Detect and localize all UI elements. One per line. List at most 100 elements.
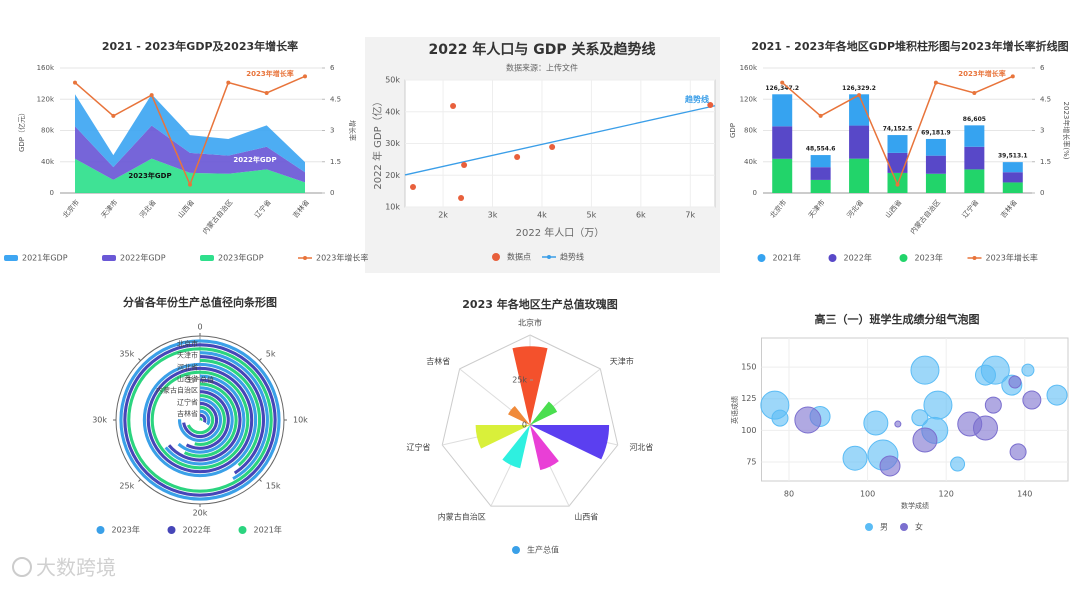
radial-bar [123,343,277,497]
angle-tick-label: 0 [197,323,202,332]
radial-bar [199,355,265,475]
bar-segment [964,125,985,147]
legend-dot [899,254,908,262]
radial-axis-label: 生产总值 [186,375,214,384]
chart-title: 2021 - 2023年GDP及2023年增长率 [102,39,298,53]
angle-tick-label: 5k [266,350,276,359]
y2-tick-label: 1.5 [330,158,341,166]
area [75,158,305,193]
angle-tick-label: 25k [119,481,134,490]
legend-label: 2022年GDP [120,253,166,263]
x-tick-label: 内蒙古自治区 [908,198,942,236]
legend-dot [303,256,307,260]
x-tick-label: 天津市 [99,198,119,220]
x-tick-label: 5k [587,211,597,220]
category-label: 天津市 [177,351,198,360]
y-tick-label: 80k [41,127,55,135]
bar-segment [849,158,870,193]
y-tick-label: 120k [37,95,55,103]
growth-marker [780,80,785,85]
point [410,183,417,190]
bubble [912,427,938,453]
radial-tick-label: 25k [512,376,527,385]
bar-segment [925,138,946,156]
total-label: 48,554.6 [806,146,836,153]
category-label: 河北省 [177,362,198,371]
bar-segment [810,155,831,168]
bar-segment [849,125,870,159]
x-tick-label: 河北省 [137,198,157,220]
annotation: 2023年增长率 [958,69,1005,78]
chart-title: 2023 年各地区生产总值玫瑰图 [462,297,617,311]
bar-segment [772,126,793,159]
category-label: 辽宁省 [177,397,198,406]
legend-label: 2023年 [915,253,943,263]
radial-bar [164,374,246,466]
angle-tick [138,358,141,361]
angle-tick [259,358,262,361]
bubble [1009,443,1027,461]
bar-segment [887,135,908,153]
category-label: 天津市 [610,356,634,366]
y-axis-label: GDP（亿元） [17,109,26,152]
x-tick-label: 4k [537,211,547,220]
area [75,94,305,173]
total-label: 126,329.2 [842,85,876,92]
x-tick-label: 辽宁省 [960,198,980,220]
total-label: 69,181.9 [921,129,951,136]
category-label: 吉林省 [426,356,450,366]
growth-marker [226,80,231,85]
angle-tick [138,479,141,482]
point [549,143,556,150]
legend-label: 趋势线 [560,252,584,262]
radial-bar [167,378,242,462]
y-tick-label: 50k [385,76,400,85]
y-tick-label: 125 [741,394,756,403]
x-tick-label: 6k [636,211,646,220]
legend-dot [512,546,520,554]
radial-bar [199,409,211,426]
x-tick-label: 100 [860,490,875,499]
y-tick-label: 0 [753,189,757,197]
bar-segment [1002,162,1023,173]
watermark: 大数跨境 [36,556,116,580]
x-tick-label: 北京市 [61,198,81,220]
x-tick-label: 140 [1017,490,1032,499]
x-axis-label: 2022 年人口（万） [516,226,605,239]
bar-segment [964,169,985,193]
chart-title: 2022 年人口与 GDP 关系及趋势线 [429,41,656,58]
radial-bar [177,397,222,443]
chart-title: 2021 - 2023年各地区GDP堆积柱形图与2023年增长率折线图 [751,39,1068,53]
rose-sector [530,401,558,425]
legend-label: 女 [915,522,923,532]
y2-tick-label: 1.5 [1040,158,1051,166]
legend-dot [167,526,176,534]
angle-tick-label: 30k [92,416,107,425]
x-tick-label: 120 [939,490,954,499]
y-tick-label: 0 [50,189,54,197]
trend-line [404,105,716,176]
polar-grid [441,334,619,507]
radial-bar [199,358,262,467]
growth-marker [857,93,862,98]
total-label: 86,605 [963,116,986,123]
legend-dot [96,526,105,534]
y-tick-label: 160k [37,64,55,72]
point [458,195,465,202]
y-tick-label: 150 [741,363,756,372]
bar-segment [925,155,946,174]
point [461,162,468,169]
legend-dot [757,254,766,262]
x-tick-label: 80 [784,490,794,499]
x-tick-label: 3k [488,211,498,220]
total-label: 74,152.5 [883,126,913,133]
total-label: 126,347.2 [765,85,799,92]
y2-axis-label: 增长率 [348,120,357,141]
legend-swatch [102,255,116,261]
bar-segment [810,179,831,193]
y2-tick-label: 4.5 [330,95,341,103]
legend-dot [828,254,837,262]
radial-bar [185,390,230,450]
